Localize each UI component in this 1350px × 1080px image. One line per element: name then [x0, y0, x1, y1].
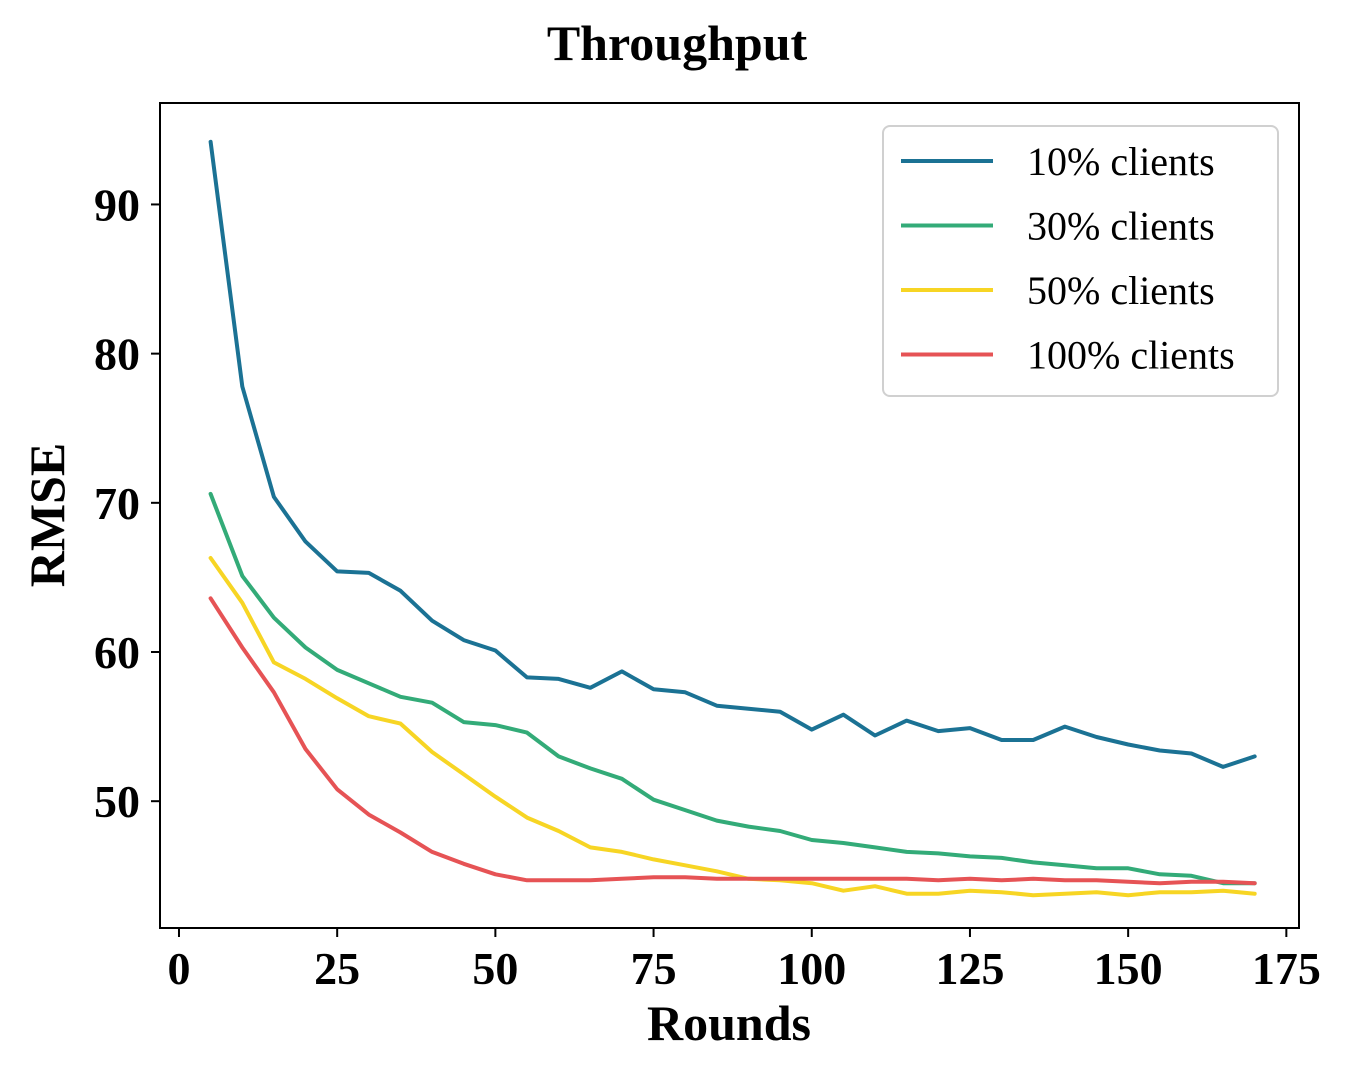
x-tick-label: 25: [314, 943, 360, 994]
legend-frame: [882, 125, 1279, 397]
series-lines: [208, 139, 1257, 898]
y-tick-label: 90: [94, 179, 140, 230]
legend-label-1: 10% clients: [1027, 139, 1215, 184]
x-tick-label: 125: [935, 943, 1004, 994]
y-axis-ticks: 50 60 70 80 90: [94, 179, 160, 827]
y-axis-label: RMSE: [19, 443, 75, 587]
x-tick-label: 50: [472, 943, 518, 994]
series-line-4: [208, 596, 1257, 886]
legend-label-4: 100% clients: [1027, 333, 1235, 378]
legend-items: 10% clients 30% clients 50% clients 100% cl…: [901, 139, 1235, 378]
y-tick-label: 50: [94, 776, 140, 827]
legend: 10% clients 30% clients 50% clients 100% cl…: [882, 125, 1279, 397]
x-tick-label: 100: [777, 943, 846, 994]
series-line-2: [208, 491, 1257, 886]
plot-frame: [159, 102, 1300, 929]
legend-label-3: 50% clients: [1027, 268, 1215, 313]
y-tick-label: 80: [94, 329, 140, 380]
x-tick-label: 150: [1094, 943, 1163, 994]
series-line-1: [208, 139, 1257, 769]
y-tick-label: 60: [94, 627, 140, 678]
x-tick-label: 0: [167, 943, 190, 994]
series-line-3: [208, 556, 1257, 898]
x-axis-label: Rounds: [647, 995, 811, 1051]
x-tick-label: 75: [631, 943, 677, 994]
x-tick-label: 175: [1252, 943, 1321, 994]
chart-title: Throughput: [547, 15, 808, 71]
x-axis-ticks: 0 25 50 75 100 125 150 175: [167, 928, 1321, 994]
legend-label-2: 30% clients: [1027, 204, 1215, 249]
y-tick-label: 70: [94, 478, 140, 529]
